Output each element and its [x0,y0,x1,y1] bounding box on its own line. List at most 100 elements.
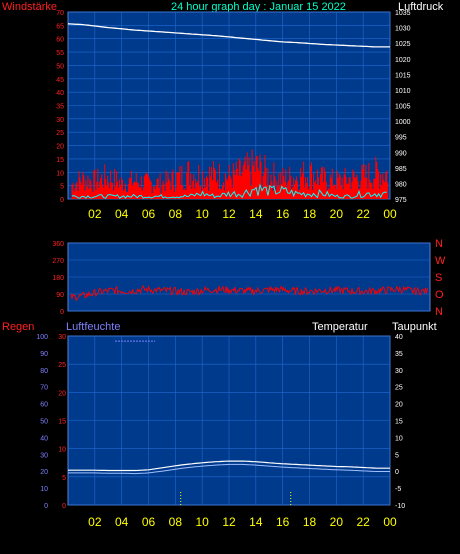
taupunkt-label: Taupunkt [392,321,437,333]
time-tick-label: 20 [330,515,344,529]
regen-tick-label: 20 [58,390,66,397]
direction-tick-label: 360 [52,241,64,248]
regen-tick-label: 5 [62,475,66,482]
chart-title: 24 hour graph day : Januar 15 2022 [171,1,346,13]
pressure-tick-label: 985 [395,166,407,173]
humidity-tick-label: 30 [40,452,48,459]
wind-tick-label: 50 [56,63,64,70]
taupunkt-tick-label: -10 [395,503,405,510]
humidity-tick-label: 10 [40,486,48,493]
time-tick-label: 14 [249,207,263,221]
humidity-tick-label: 0 [44,503,48,510]
taupunkt-tick-label: 15 [395,419,403,426]
regen-tick-label: 10 [58,447,66,454]
time-tick-label: 10 [195,515,209,529]
pressure-tick-label: 1030 [395,26,411,33]
direction-tick-label: 270 [52,258,64,265]
time-tick-label: 02 [88,207,102,221]
time-tick-label: 04 [115,207,129,221]
windstaerke-label: Windstärke [2,1,58,13]
time-tick-label: 00 [383,515,397,529]
taupunkt-tick-label: 30 [395,368,403,375]
pressure-tick-label: 1015 [395,72,411,79]
wind-tick-label: 55 [56,50,64,57]
humidity-tick-label: 40 [40,435,48,442]
wind-tick-label: 45 [56,77,64,84]
pressure-tick-label: 1025 [395,41,411,48]
time-tick-label: 06 [142,207,156,221]
temperatur-label: Temperatur [312,321,368,333]
pressure-tick-label: 1000 [395,119,411,126]
compass-label: N [435,238,443,250]
time-tick-label: 20 [330,207,344,221]
humidity-tick-label: 60 [40,402,48,409]
pressure-series [67,23,390,48]
regen-tick-label: 0 [62,503,66,510]
temperature-series [68,460,390,472]
time-tick-label: 22 [356,207,370,221]
time-tick-label: 00 [383,207,397,221]
pressure-tick-label: 980 [395,181,407,188]
direction-tick-label: 90 [56,292,64,299]
pressure-tick-label: 975 [395,197,407,204]
pressure-tick-label: 1035 [395,10,411,17]
wind-tick-label: 15 [56,157,64,164]
time-tick-label: 18 [303,515,317,529]
wind-tick-label: 20 [56,144,64,151]
time-tick-label: 16 [276,515,290,529]
direction-tick-label: 0 [60,309,64,316]
compass-label: W [435,255,446,267]
wind-tick-label: 40 [56,90,64,97]
humidity-tick-label: 80 [40,368,48,375]
taupunkt-tick-label: 5 [395,452,399,459]
taupunkt-tick-label: 0 [395,469,399,476]
time-tick-label: 04 [115,515,129,529]
pressure-tick-label: 1005 [395,104,411,111]
wind-tick-label: 30 [56,117,64,124]
compass-label: S [435,272,442,284]
humidity-tick-label: 70 [40,385,48,392]
pressure-tick-label: 990 [395,150,407,157]
pressure-tick-label: 1020 [395,57,411,64]
regen-tick-label: 30 [58,334,66,341]
wind-tick-label: 65 [56,23,64,30]
wind-tick-label: 25 [56,130,64,137]
wind-tick-label: 70 [56,10,64,17]
compass-label: O [435,289,444,301]
time-tick-label: 08 [169,207,183,221]
humidity-tick-label: 90 [40,351,48,358]
taupunkt-tick-label: 20 [395,402,403,409]
luftfeuchte-label: Luftfeuchte [66,321,121,333]
time-tick-label: 08 [169,515,183,529]
time-tick-label: 18 [303,207,317,221]
dewpoint-series [68,463,390,475]
pressure-tick-label: 995 [395,135,407,142]
time-tick-label: 22 [356,515,370,529]
wind-tick-label: 10 [56,170,64,177]
direction-tick-label: 180 [52,275,64,282]
wind-tick-label: 60 [56,37,64,44]
time-tick-label: 06 [142,515,156,529]
time-tick-label: 12 [222,515,236,529]
time-tick-label: 12 [222,207,236,221]
humidity-tick-label: 100 [36,334,48,341]
taupunkt-tick-label: 10 [395,435,403,442]
gust-series [71,183,387,199]
taupunkt-tick-label: 35 [395,351,403,358]
taupunkt-tick-label: 25 [395,385,403,392]
luftdruck-label: Luftdruck [398,1,444,13]
wind-tick-label: 35 [56,104,64,111]
time-tick-label: 14 [249,515,263,529]
humidity-tick-label: 20 [40,469,48,476]
pressure-tick-label: 1010 [395,88,411,95]
humidity-tick-label: 50 [40,419,48,426]
regen-label: Regen [2,321,35,333]
regen-tick-label: 15 [58,419,66,426]
wind-series [71,149,389,199]
wind-tick-label: 0 [60,197,64,204]
compass-label: N [435,306,443,318]
time-tick-label: 16 [276,207,290,221]
time-tick-label: 02 [88,515,102,529]
direction-series [70,284,428,302]
